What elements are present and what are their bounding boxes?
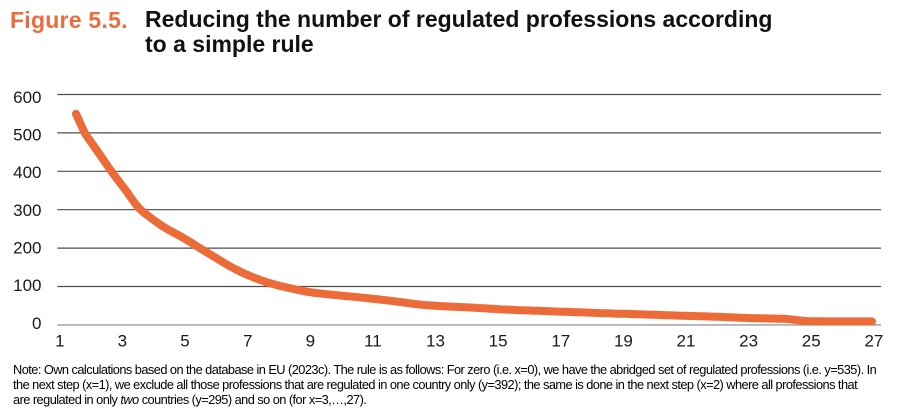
svg-text:23: 23 — [739, 332, 758, 351]
svg-text:7: 7 — [243, 332, 252, 351]
svg-text:17: 17 — [551, 332, 570, 351]
svg-text:400: 400 — [13, 163, 41, 182]
svg-text:500: 500 — [13, 126, 41, 145]
svg-text:21: 21 — [677, 332, 696, 351]
svg-text:0: 0 — [32, 314, 41, 333]
svg-text:1: 1 — [55, 332, 64, 351]
svg-text:300: 300 — [13, 201, 41, 220]
svg-text:200: 200 — [13, 239, 41, 258]
svg-text:19: 19 — [614, 332, 633, 351]
svg-text:3: 3 — [118, 332, 127, 351]
svg-text:25: 25 — [802, 332, 821, 351]
svg-text:600: 600 — [13, 88, 41, 107]
svg-text:11: 11 — [364, 332, 382, 351]
svg-text:5: 5 — [180, 332, 189, 351]
svg-text:15: 15 — [489, 332, 508, 351]
svg-text:27: 27 — [864, 332, 883, 351]
svg-text:13: 13 — [426, 332, 445, 351]
svg-text:9: 9 — [306, 332, 315, 351]
svg-text:100: 100 — [13, 276, 41, 295]
